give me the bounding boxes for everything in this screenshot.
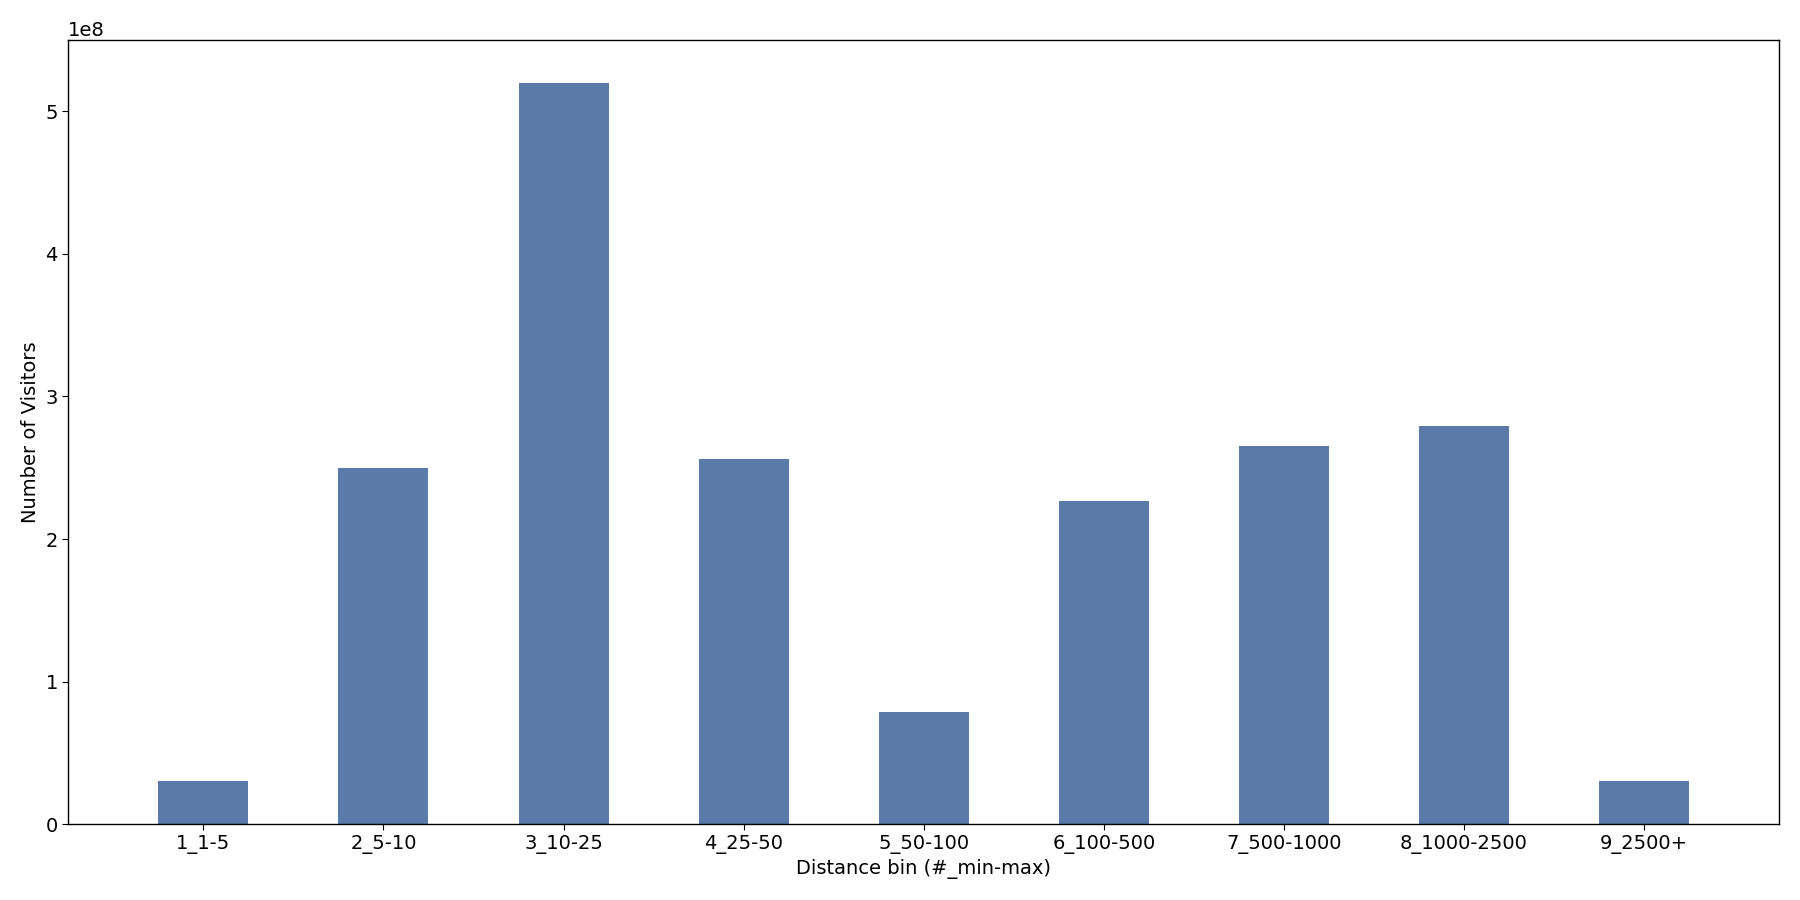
Bar <box>1418 427 1508 824</box>
Y-axis label: Number of Visitors: Number of Visitors <box>22 341 40 523</box>
Bar <box>698 459 788 824</box>
Bar <box>518 83 608 824</box>
Bar <box>878 712 968 824</box>
Bar <box>1238 446 1328 824</box>
Bar <box>338 468 428 824</box>
Bar <box>1058 500 1148 824</box>
X-axis label: Distance bin (#_min-max): Distance bin (#_min-max) <box>796 860 1051 879</box>
Bar <box>1598 781 1688 824</box>
Bar <box>158 781 248 824</box>
